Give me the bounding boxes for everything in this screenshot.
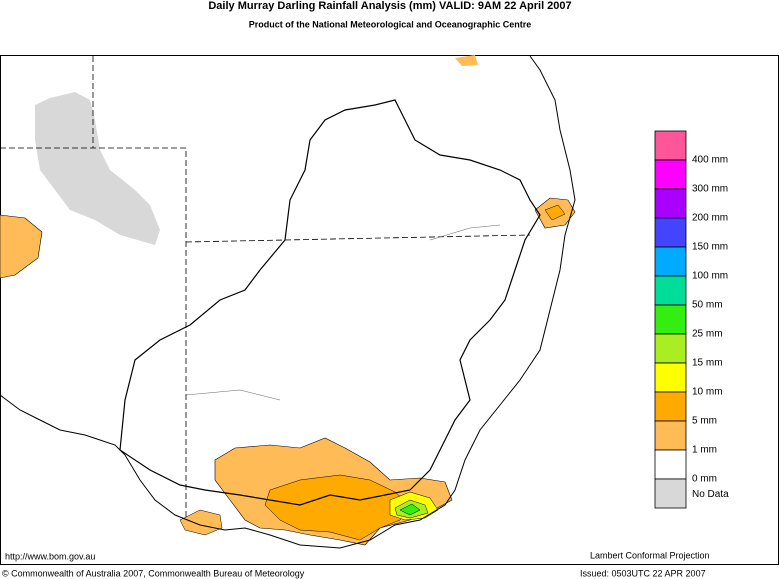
legend-label: 1 mm [692,445,717,456]
legend-swatch [654,188,687,219]
rain-area [455,55,478,66]
legend-swatch [654,333,687,364]
legend: 400 mm 300 mm 200 mm 150 mm 100 mm 50 mm 25 mm… [654,130,729,509]
map-title: Daily Murray Darling Rainfall Analysis (… [208,0,571,12]
legend-label: 10 mm [692,387,723,398]
legend-label: 5 mm [692,416,717,427]
legend-label: 150 mm [692,242,728,253]
no-data-area [35,92,160,245]
map-subtitle: Product of the National Meteorological a… [249,19,532,29]
legend-swatch [654,304,687,335]
rain-area [0,214,43,279]
legend-label: 200 mm [692,213,728,224]
legend-label: 100 mm [692,271,728,282]
website: http://www.bom.gov.au [5,551,95,561]
river [185,224,501,401]
map [0,55,779,565]
rain-area [264,474,411,541]
rain-area [399,503,421,516]
legend-swatch [654,217,687,248]
legend-swatch [654,449,687,480]
legend-label: 0 mm [692,474,717,485]
legend-swatch [654,275,687,306]
rain-area [544,204,566,221]
rain-area [179,509,223,536]
projection: Lambert Conformal Projection [590,550,710,560]
coastline [0,55,576,549]
basin-boundary [119,99,541,506]
legend-label: 15 mm [692,358,723,369]
legend-swatch [654,478,687,509]
legend-swatch [654,246,687,277]
legend-label: 300 mm [692,184,728,195]
legend-swatch [654,420,687,451]
issued: Issued: 0503UTC 22 APR 2007 [580,568,706,578]
state-border [0,56,531,520]
copyright: © Commonwealth of Australia 2007, Common… [2,568,305,578]
legend-label: No Data [692,489,729,500]
legend-swatch [654,130,687,161]
legend-swatch [654,391,687,422]
legend-label: 400 mm [692,155,728,166]
legend-label: 50 mm [692,300,723,311]
legend-label: 25 mm [692,329,723,340]
legend-swatch [654,362,687,393]
legend-swatch [654,159,687,190]
